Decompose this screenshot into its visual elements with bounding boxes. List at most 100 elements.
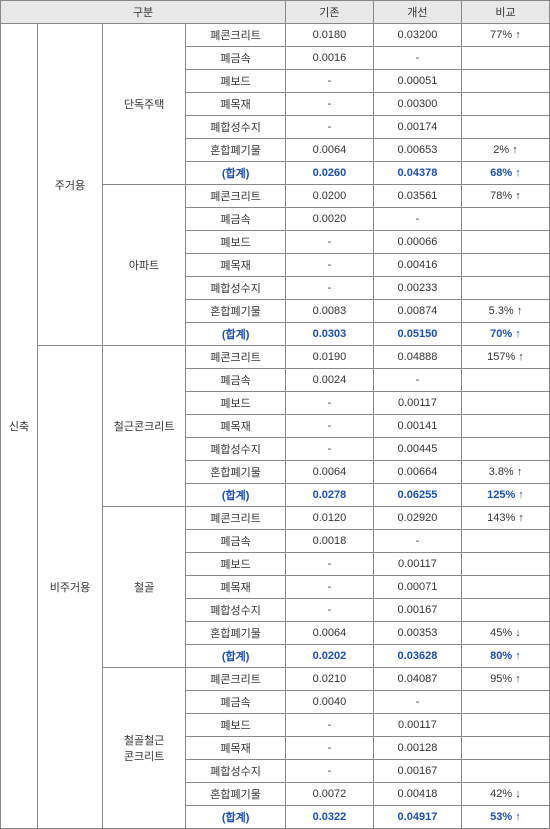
improved-value: 0.00117 bbox=[373, 714, 461, 737]
item-label: 폐목재 bbox=[186, 415, 286, 438]
comparison-value bbox=[461, 231, 549, 254]
comparison-value: 143% ↑ bbox=[461, 507, 549, 530]
item-label: 폐콘크리트 bbox=[186, 668, 286, 691]
improved-value: 0.04087 bbox=[373, 668, 461, 691]
existing-value: - bbox=[285, 714, 373, 737]
existing-value: 0.0200 bbox=[285, 185, 373, 208]
improved-value: 0.00167 bbox=[373, 760, 461, 783]
improved-value: 0.00066 bbox=[373, 231, 461, 254]
existing-value: 0.0040 bbox=[285, 691, 373, 714]
comparison-value bbox=[461, 691, 549, 714]
existing-value: - bbox=[285, 737, 373, 760]
comparison-value: 3.8% ↑ bbox=[461, 461, 549, 484]
comparison-value bbox=[461, 553, 549, 576]
improved-value: 0.04917 bbox=[373, 806, 461, 829]
existing-value: 0.0020 bbox=[285, 208, 373, 231]
header-row: 구분 기존 개선 비교 bbox=[1, 1, 550, 24]
table-row: 비주거용철근콘크리트폐콘크리트0.01900.04888157% ↑ bbox=[1, 346, 550, 369]
level3-cell: 철골 bbox=[102, 507, 185, 668]
item-label: 혼합폐기물 bbox=[186, 622, 286, 645]
improved-value: - bbox=[373, 691, 461, 714]
improved-value: 0.00874 bbox=[373, 300, 461, 323]
improved-value: 0.00664 bbox=[373, 461, 461, 484]
item-label: 폐보드 bbox=[186, 392, 286, 415]
improved-value: 0.00174 bbox=[373, 116, 461, 139]
existing-value: - bbox=[285, 415, 373, 438]
item-label: (합계) bbox=[186, 162, 286, 185]
item-label: 폐목재 bbox=[186, 576, 286, 599]
existing-value: 0.0083 bbox=[285, 300, 373, 323]
item-label: 폐합성수지 bbox=[186, 760, 286, 783]
existing-value: 0.0072 bbox=[285, 783, 373, 806]
existing-value: - bbox=[285, 93, 373, 116]
item-label: 폐보드 bbox=[186, 70, 286, 93]
item-label: 혼합폐기물 bbox=[186, 783, 286, 806]
level2-cell: 주거용 bbox=[38, 24, 103, 346]
level1-cell: 신축 bbox=[1, 24, 38, 829]
table-body: 신축주거용단독주택폐콘크리트0.01800.0320077% ↑폐금속0.001… bbox=[1, 24, 550, 829]
item-label: 폐콘크리트 bbox=[186, 24, 286, 47]
header-improved: 개선 bbox=[373, 1, 461, 24]
comparison-value bbox=[461, 277, 549, 300]
existing-value: - bbox=[285, 392, 373, 415]
comparison-value: 80% ↑ bbox=[461, 645, 549, 668]
item-label: 폐금속 bbox=[186, 530, 286, 553]
existing-value: 0.0016 bbox=[285, 47, 373, 70]
level2-cell: 비주거용 bbox=[38, 346, 103, 829]
comparison-value: 53% ↑ bbox=[461, 806, 549, 829]
item-label: 폐합성수지 bbox=[186, 116, 286, 139]
improved-value: 0.00141 bbox=[373, 415, 461, 438]
existing-value: - bbox=[285, 116, 373, 139]
comparison-value: 2% ↑ bbox=[461, 139, 549, 162]
improved-value: 0.00353 bbox=[373, 622, 461, 645]
item-label: 폐합성수지 bbox=[186, 438, 286, 461]
existing-value: - bbox=[285, 70, 373, 93]
existing-value: 0.0190 bbox=[285, 346, 373, 369]
item-label: 폐금속 bbox=[186, 369, 286, 392]
item-label: 폐목재 bbox=[186, 254, 286, 277]
improved-value: - bbox=[373, 369, 461, 392]
item-label: (합계) bbox=[186, 323, 286, 346]
existing-value: 0.0180 bbox=[285, 24, 373, 47]
comparison-value: 125% ↑ bbox=[461, 484, 549, 507]
improved-value: 0.00128 bbox=[373, 737, 461, 760]
existing-value: 0.0064 bbox=[285, 461, 373, 484]
item-label: 폐보드 bbox=[186, 231, 286, 254]
existing-value: - bbox=[285, 231, 373, 254]
header-category: 구분 bbox=[1, 1, 286, 24]
level3-cell: 철근콘크리트 bbox=[102, 346, 185, 507]
improved-value: 0.00445 bbox=[373, 438, 461, 461]
improved-value: 0.04378 bbox=[373, 162, 461, 185]
comparison-value: 77% ↑ bbox=[461, 24, 549, 47]
item-label: 혼합폐기물 bbox=[186, 461, 286, 484]
existing-value: 0.0024 bbox=[285, 369, 373, 392]
comparison-value bbox=[461, 47, 549, 70]
comparison-value bbox=[461, 415, 549, 438]
existing-value: - bbox=[285, 576, 373, 599]
comparison-value: 42% ↓ bbox=[461, 783, 549, 806]
improved-value: 0.00300 bbox=[373, 93, 461, 116]
comparison-value: 45% ↓ bbox=[461, 622, 549, 645]
item-label: 폐금속 bbox=[186, 208, 286, 231]
comparison-value bbox=[461, 116, 549, 139]
item-label: 폐금속 bbox=[186, 691, 286, 714]
improved-value: 0.02920 bbox=[373, 507, 461, 530]
comparison-value: 157% ↑ bbox=[461, 346, 549, 369]
improved-value: - bbox=[373, 47, 461, 70]
item-label: 폐보드 bbox=[186, 714, 286, 737]
improved-value: 0.05150 bbox=[373, 323, 461, 346]
header-existing: 기존 bbox=[285, 1, 373, 24]
level3-cell: 아파트 bbox=[102, 185, 185, 346]
existing-value: - bbox=[285, 277, 373, 300]
item-label: 폐보드 bbox=[186, 553, 286, 576]
comparison-value: 70% ↑ bbox=[461, 323, 549, 346]
existing-value: 0.0322 bbox=[285, 806, 373, 829]
comparison-value bbox=[461, 438, 549, 461]
improved-value: 0.00416 bbox=[373, 254, 461, 277]
header-comparison: 비교 bbox=[461, 1, 549, 24]
level3-cell: 철골철근콘크리트 bbox=[102, 668, 185, 829]
improved-value: 0.00167 bbox=[373, 599, 461, 622]
item-label: 폐금속 bbox=[186, 47, 286, 70]
improved-value: - bbox=[373, 530, 461, 553]
existing-value: 0.0064 bbox=[285, 622, 373, 645]
